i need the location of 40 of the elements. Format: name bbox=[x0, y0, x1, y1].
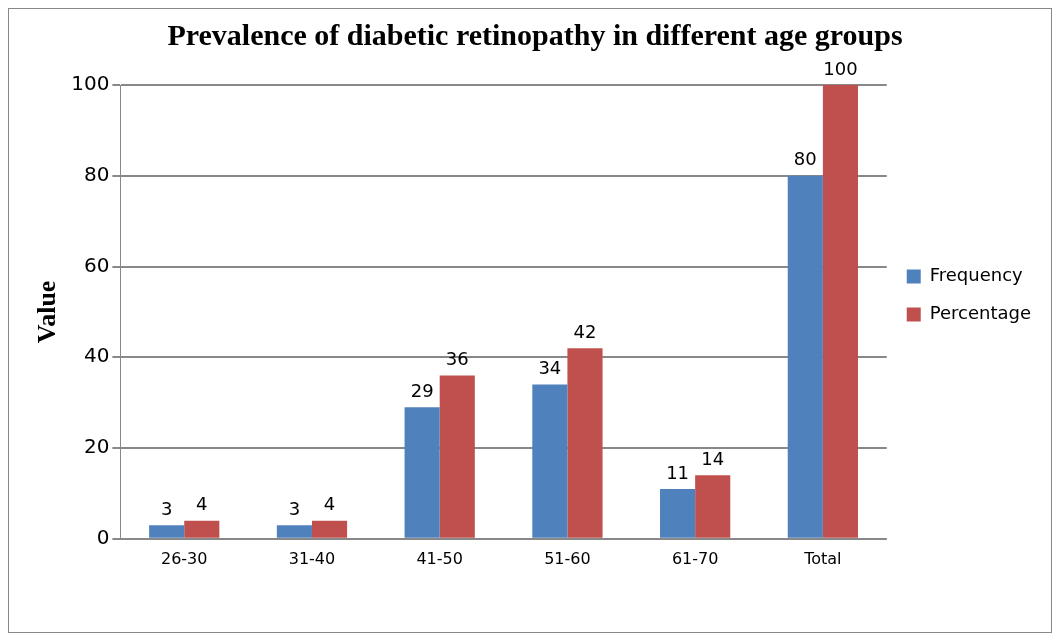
y-axis-title: Value bbox=[32, 280, 62, 344]
data-label: 3 bbox=[288, 497, 301, 519]
x-tick-label: 51-60 bbox=[544, 548, 591, 568]
bar bbox=[787, 175, 823, 538]
x-tick-label: 31-40 bbox=[288, 548, 336, 568]
bar bbox=[532, 384, 568, 538]
data-label: 100 bbox=[823, 57, 858, 79]
bar bbox=[660, 488, 696, 538]
data-label: 4 bbox=[196, 493, 208, 515]
legend-label: Frequency bbox=[929, 264, 1024, 286]
x-tick-label: 41-50 bbox=[416, 548, 463, 568]
data-label: 11 bbox=[666, 461, 690, 483]
data-label: 80 bbox=[793, 148, 817, 170]
bar bbox=[311, 520, 348, 538]
y-tick-label: 40 bbox=[83, 343, 110, 368]
data-label: 29 bbox=[410, 379, 434, 401]
bar bbox=[404, 407, 440, 538]
x-tick-label: 26-30 bbox=[160, 548, 208, 568]
data-label: 34 bbox=[538, 357, 562, 379]
y-tick-label: 80 bbox=[83, 161, 110, 186]
y-tick-label: 20 bbox=[83, 434, 110, 459]
legend-label: Percentage bbox=[929, 302, 1032, 324]
data-label: 3 bbox=[160, 497, 173, 519]
bar bbox=[276, 525, 312, 538]
bar bbox=[149, 525, 185, 538]
x-tick-label: 61-70 bbox=[671, 548, 719, 568]
x-tick-label: Total bbox=[803, 548, 842, 568]
y-tick-label: 100 bbox=[71, 71, 110, 96]
data-label: 42 bbox=[573, 320, 597, 342]
chart-title: Prevalence of diabetic retinopathy in different age groups bbox=[167, 17, 903, 51]
bar bbox=[695, 475, 731, 538]
data-label: 36 bbox=[445, 348, 469, 370]
bar bbox=[184, 520, 220, 538]
data-label: 4 bbox=[323, 493, 336, 515]
data-label: 14 bbox=[701, 447, 725, 469]
bar bbox=[822, 85, 858, 538]
bar bbox=[567, 348, 603, 538]
y-tick-label: 60 bbox=[83, 252, 110, 277]
bar bbox=[439, 375, 475, 538]
y-tick-label: 0 bbox=[96, 525, 110, 549]
